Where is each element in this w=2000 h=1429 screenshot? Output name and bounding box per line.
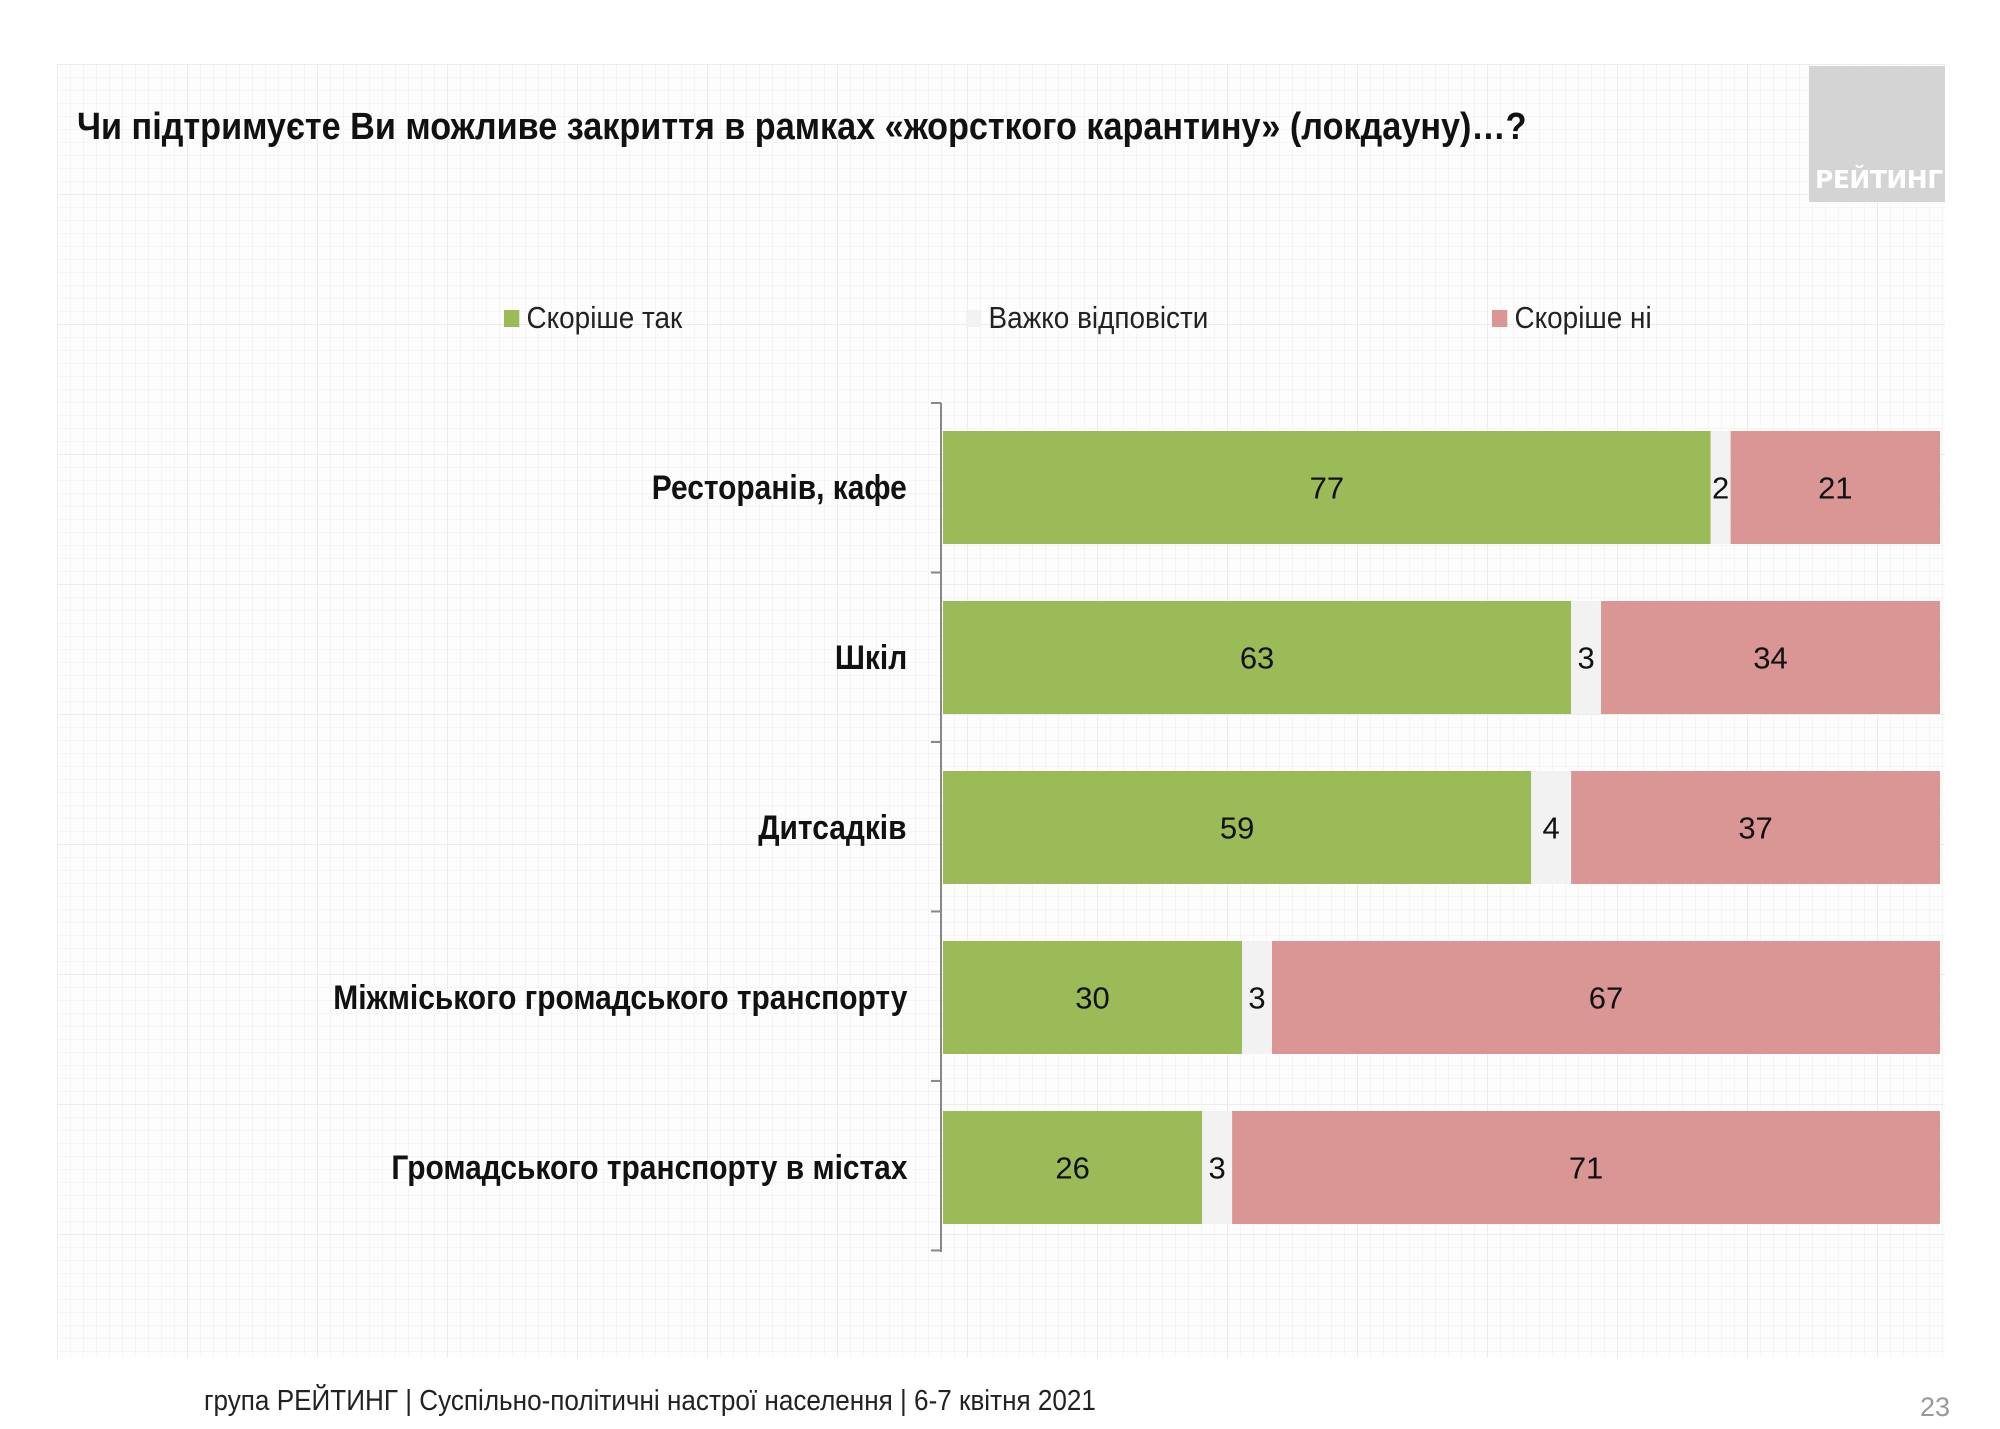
- bar-segment: [1710, 431, 1731, 544]
- bar-segment: [1571, 601, 1602, 714]
- data-label: 63: [1240, 641, 1274, 676]
- logo-text: РЕЙТИНГ: [1815, 165, 1943, 194]
- bar-segment: [1202, 1111, 1233, 1224]
- category-label: Громадського транспорту в містах: [390, 1148, 907, 1187]
- bar-segment: [1242, 941, 1273, 1054]
- data-label: 37: [1738, 811, 1772, 846]
- data-label: 26: [1055, 1151, 1089, 1186]
- data-label: 3: [1209, 1151, 1226, 1186]
- bar-segment: [1730, 431, 1940, 544]
- data-label: 67: [1589, 981, 1623, 1016]
- category-label: Дитсадків: [758, 808, 907, 847]
- legend-swatch: [966, 309, 982, 327]
- category-label: Шкіл: [834, 638, 907, 677]
- bar-segment: [1601, 601, 1940, 714]
- data-label: 3: [1248, 981, 1265, 1016]
- bar-segment: [943, 431, 1711, 544]
- bar-segment: [1531, 771, 1572, 884]
- legend-item: Скоріше так: [504, 300, 682, 336]
- data-label: 3: [1577, 641, 1594, 676]
- data-label: 71: [1569, 1151, 1603, 1186]
- footer-text: група РЕЙТИНГ | Суспільно-політичні наст…: [204, 1385, 1096, 1417]
- bar-segment: [943, 1111, 1203, 1224]
- legend-item: Важко відповісти: [966, 300, 1208, 336]
- legend-label: Скоріше ні: [1514, 300, 1652, 335]
- data-label: 21: [1818, 471, 1852, 506]
- bar-segment: [943, 601, 1572, 714]
- data-label: 2: [1712, 471, 1729, 506]
- data-label: 30: [1075, 981, 1109, 1016]
- legend-item: Скоріше ні: [1492, 300, 1652, 336]
- category-label: Ресторанів, кафе: [652, 468, 907, 507]
- data-label: 34: [1753, 641, 1787, 676]
- rating-logo: РЕЙТИНГ: [1809, 66, 1945, 202]
- data-label: 4: [1543, 811, 1560, 846]
- bar-segment: [1272, 941, 1940, 1054]
- category-label: Міжміського громадського транспорту: [332, 978, 907, 1017]
- data-label: 59: [1220, 811, 1254, 846]
- legend-label: Скоріше так: [526, 300, 683, 335]
- page-number: 23: [1920, 1392, 1951, 1422]
- bar-segment: [1571, 771, 1940, 884]
- legend-label: Важко відповісти: [988, 300, 1209, 335]
- legend-swatch: [504, 309, 520, 327]
- bar-segment: [943, 771, 1532, 884]
- chart-title: Чи підтримуєте Ви можливе закриття в рам…: [77, 106, 1527, 148]
- bar-segment: [1232, 1111, 1940, 1224]
- data-label: 77: [1310, 471, 1344, 506]
- bar-segment: [943, 941, 1243, 1054]
- legend-swatch: [1492, 309, 1508, 327]
